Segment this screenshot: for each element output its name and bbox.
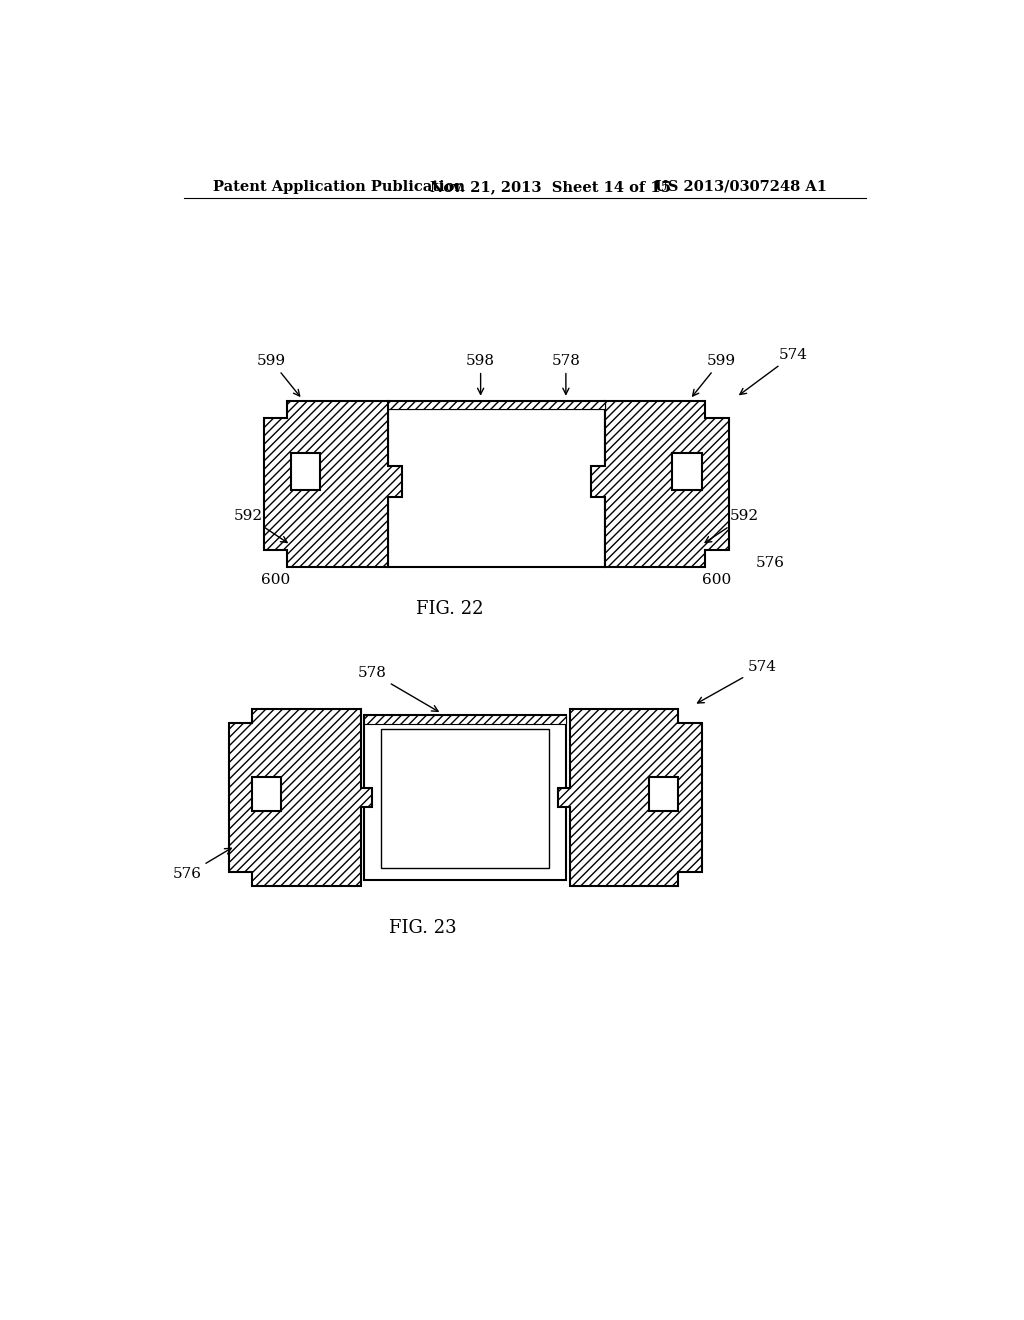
Text: 578: 578 [552,354,581,395]
Bar [365,715,566,880]
Bar [672,453,701,490]
Polygon shape [365,715,566,725]
Text: 592: 592 [706,510,759,543]
Text: 576: 576 [756,556,784,570]
Bar [381,729,549,869]
Polygon shape [591,401,729,566]
Polygon shape [388,401,604,409]
Polygon shape [558,709,701,886]
Text: 598: 598 [466,354,496,395]
Polygon shape [228,709,372,886]
Polygon shape [263,401,401,566]
Bar [291,453,321,490]
Text: FIG. 22: FIG. 22 [416,599,483,618]
Text: 576: 576 [173,849,231,882]
Text: 600: 600 [261,573,290,587]
Text: FIG. 23: FIG. 23 [389,920,457,937]
Bar [252,776,282,810]
Bar [388,401,604,409]
Bar [649,776,678,810]
Text: Patent Application Publication: Patent Application Publication [213,180,465,194]
Text: 592: 592 [233,510,287,543]
Text: 599: 599 [257,354,300,396]
Text: US 2013/0307248 A1: US 2013/0307248 A1 [655,180,827,194]
Text: 600: 600 [702,573,731,587]
Text: 574: 574 [740,347,808,395]
Text: Nov. 21, 2013  Sheet 14 of 15: Nov. 21, 2013 Sheet 14 of 15 [430,180,671,194]
Text: 599: 599 [692,354,735,396]
Text: 574: 574 [697,660,777,704]
Text: 578: 578 [357,665,438,711]
Bar [388,401,604,566]
